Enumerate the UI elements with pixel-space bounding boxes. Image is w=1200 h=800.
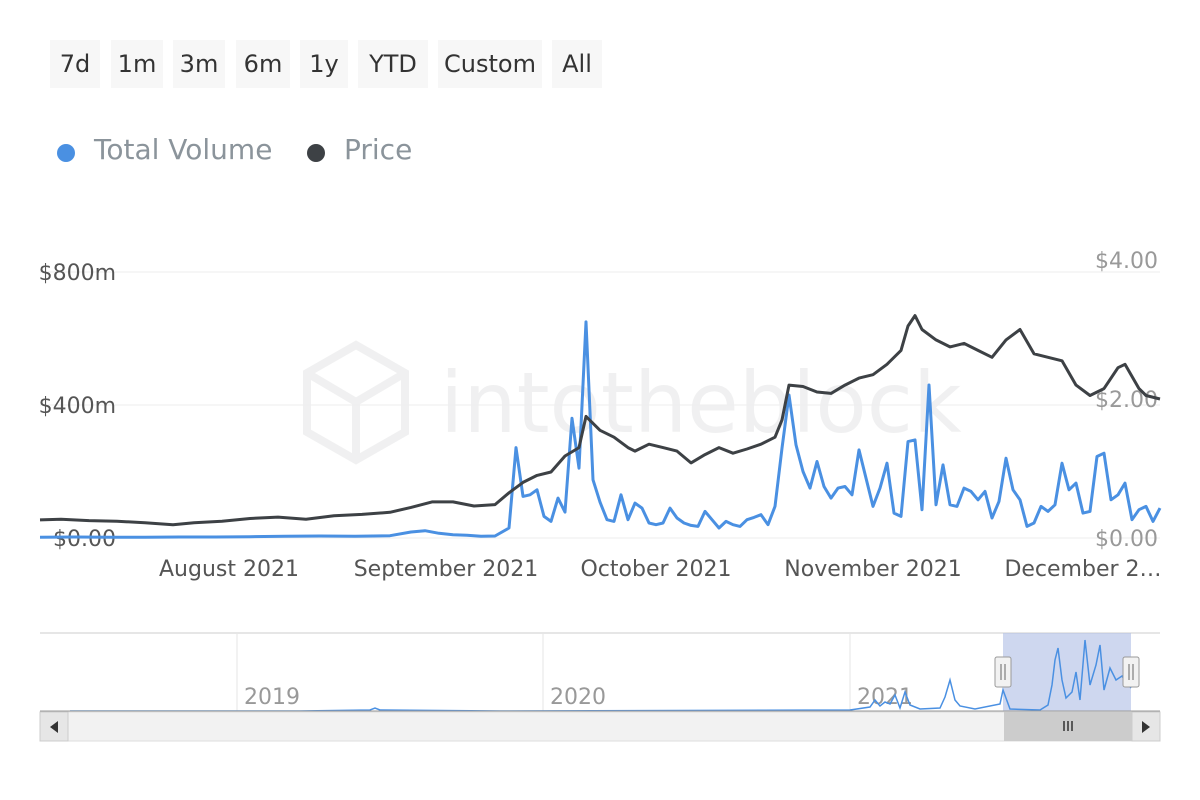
range-button-custom[interactable]: Custom: [438, 40, 542, 88]
y-left-tick-label: $800m: [39, 261, 116, 286]
watermark-text: intotheblock: [440, 354, 962, 452]
navigator-label: 2021: [857, 685, 913, 710]
series-layer: [39, 314, 1162, 539]
range-button-3m[interactable]: 3m: [173, 40, 225, 88]
intotheblock-logo-icon: [303, 340, 409, 465]
y-right-tick-label: $4.00: [1095, 249, 1158, 274]
legend-item-total-volume[interactable]: Total Volume: [52, 132, 282, 172]
y-right-tick-label: $0.00: [1095, 527, 1158, 552]
navigator-label: 2019: [244, 685, 300, 710]
y-left-tick-label: $400m: [39, 394, 116, 419]
series-line-price: [39, 314, 1161, 527]
legend-dot-icon: [57, 144, 75, 162]
range-button-1m[interactable]: 1m: [111, 40, 163, 88]
x-tick-label: November 2021: [784, 557, 961, 582]
grip-icon: [1063, 721, 1073, 731]
watermark: intotheblock: [303, 340, 962, 465]
x-axis: August 2021 September 2021 October 2021 Nov…: [159, 557, 1162, 582]
range-button-all[interactable]: All: [552, 40, 602, 88]
range-button-6m[interactable]: 6m: [236, 40, 290, 88]
series-line-total-volume: [39, 320, 1162, 539]
range-button-ytd[interactable]: YTD: [358, 40, 428, 88]
legend-label-total-volume: Total Volume: [94, 133, 273, 166]
legend-item-price[interactable]: Price: [302, 132, 462, 172]
range-button-7d[interactable]: 7d: [50, 40, 100, 88]
range-button-1y[interactable]: 1y: [300, 40, 348, 88]
navigator-right-handle[interactable]: [1122, 656, 1140, 688]
navigator-series: [70, 639, 1132, 712]
y-axis-left: $0.00 $400m $800m: [39, 261, 116, 552]
legend-dot-icon: [307, 144, 325, 162]
navigator-left-handle[interactable]: [994, 656, 1012, 688]
legend-label-price: Price: [344, 133, 413, 166]
navigator: 2019 2020 2021: [40, 632, 1160, 712]
navigator-label: 2020: [550, 685, 606, 710]
x-tick-label: October 2021: [580, 557, 731, 582]
scrollbar-track[interactable]: [39, 711, 1161, 742]
arrow-left-icon: [50, 721, 58, 733]
navigator-selected-range[interactable]: [1003, 633, 1131, 712]
x-tick-label: December 2…: [1004, 557, 1161, 582]
y-left-tick-label: $0.00: [53, 527, 116, 552]
y-axis-right: $0.00 $2.00 $4.00: [1095, 249, 1158, 552]
x-tick-label: August 2021: [159, 557, 299, 582]
x-tick-label: September 2021: [354, 557, 539, 582]
arrow-right-icon: [1142, 721, 1150, 733]
y-right-tick-label: $2.00: [1095, 388, 1158, 413]
scrollbar[interactable]: [39, 711, 1161, 742]
